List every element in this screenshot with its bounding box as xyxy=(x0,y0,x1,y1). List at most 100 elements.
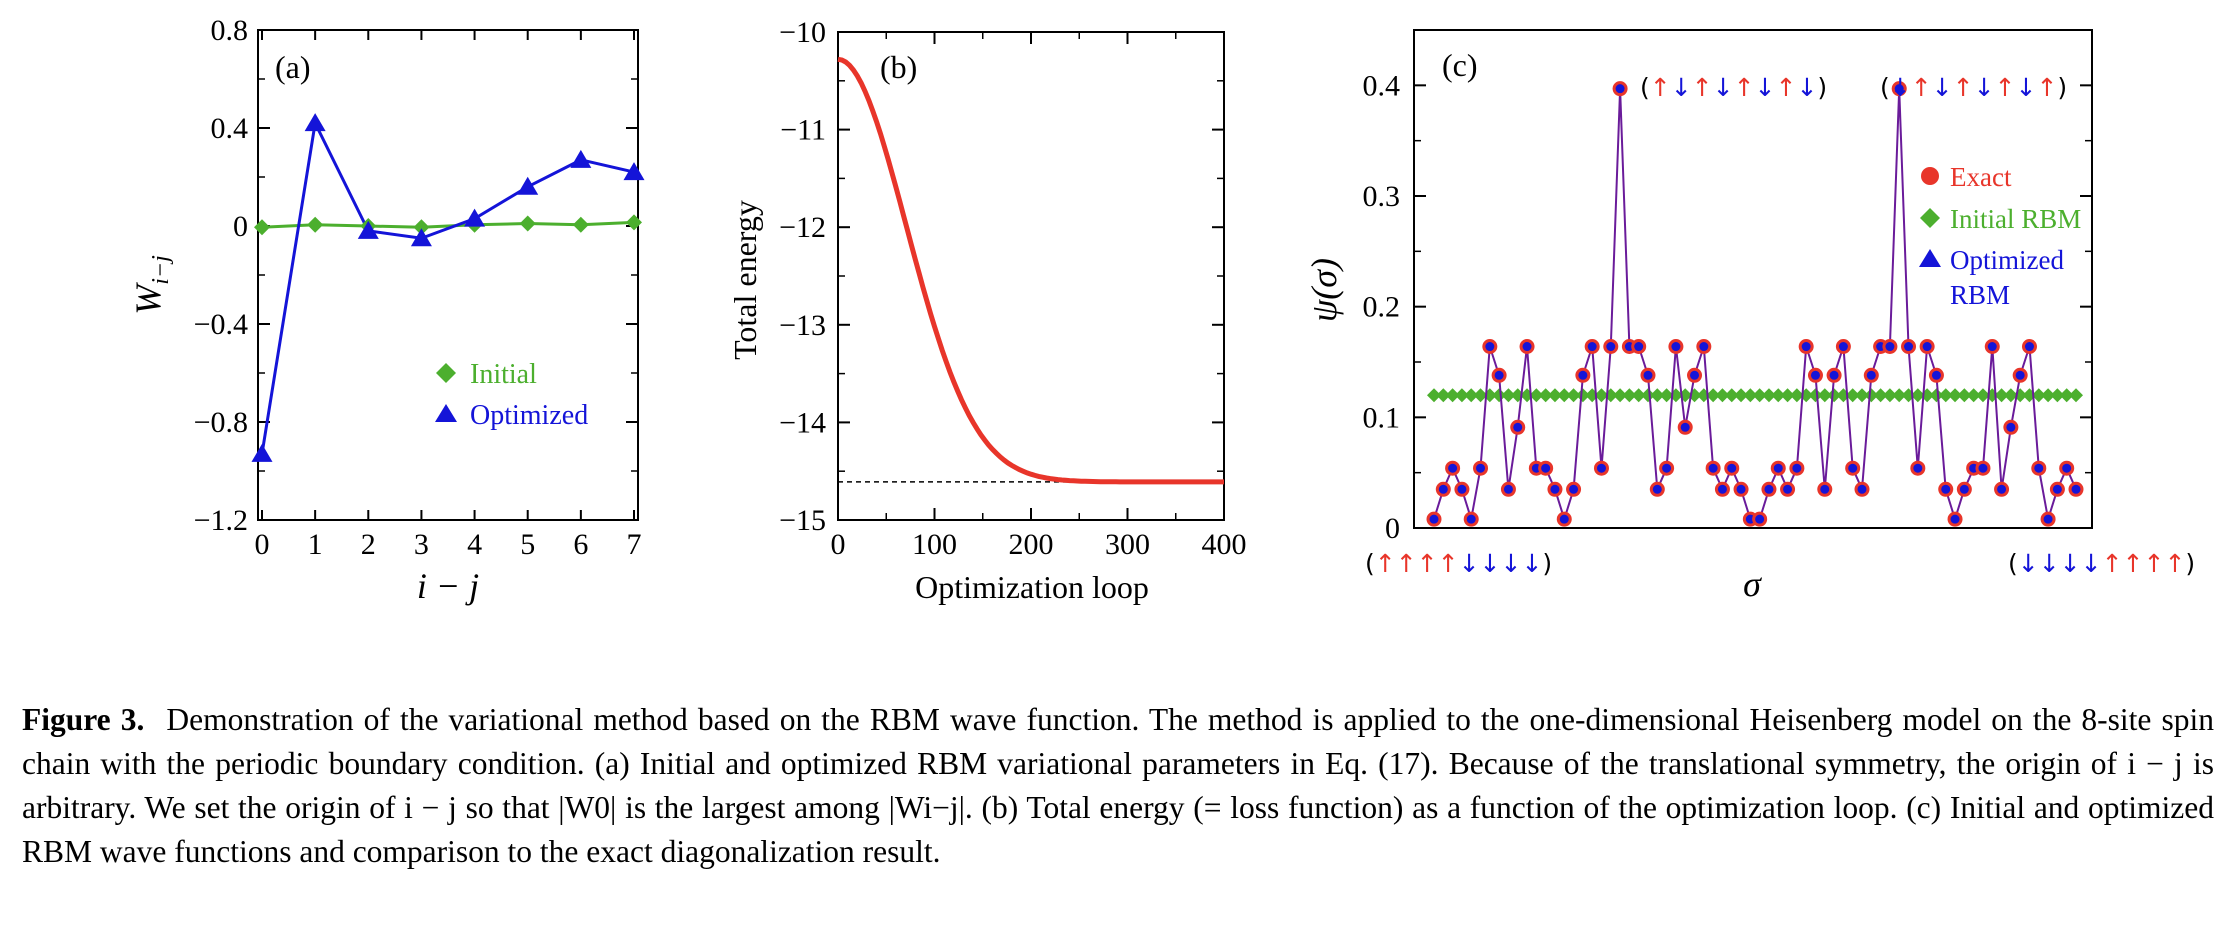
x-tick-label: 200 xyxy=(1009,528,1054,561)
caption-paragraph: Figure 3. Demonstration of the variationa… xyxy=(22,698,2214,874)
optimized-rbm-point xyxy=(1717,484,1727,494)
optimized-rbm-point xyxy=(1866,370,1876,380)
initial-rbm-point xyxy=(1594,388,1609,403)
annotation-paren-open: ( xyxy=(2008,549,2018,578)
initial-rbm-point xyxy=(1613,388,1628,403)
spin-down-icon: ↓ xyxy=(1500,549,1521,578)
optimized-rbm-point xyxy=(1959,484,1969,494)
initial-rbm-point xyxy=(1706,388,1721,403)
initial-point xyxy=(626,214,642,231)
optimized-rbm-point xyxy=(1894,84,1904,94)
panel-a-tick-labels: 0 1 2 3 4 5 6 7 0.8 0.4 0 −0.4 −0.8 −1.2 xyxy=(194,14,642,561)
optimized-point xyxy=(517,176,539,195)
initial-rbm-point xyxy=(1734,388,1749,403)
initial-rbm-point xyxy=(1659,388,1674,403)
panel-a-xlabel: i − j xyxy=(417,566,479,606)
initial-rbm-point xyxy=(1948,388,1963,403)
panel-a-series xyxy=(251,113,645,462)
panel-a-chart: 0 1 2 3 4 5 6 7 0.8 0.4 0 −0.4 −0.8 −1.2 (a) i − j Wi… xyxy=(128,14,645,606)
annotation-spins-1: ↑↓↑↓↑↓↑↓ xyxy=(1650,73,1818,102)
optimized-rbm-point xyxy=(1466,514,1476,524)
initial-point xyxy=(572,216,589,233)
initial-rbm-point xyxy=(1445,388,1460,403)
initial-rbm-point xyxy=(2050,388,2065,403)
optimized-rbm-point xyxy=(1513,422,1523,432)
panel-a-label: (a) xyxy=(275,49,311,85)
spin-down-icon: ↓ xyxy=(1796,73,1817,102)
legend-initial-marker xyxy=(436,363,456,383)
optimized-rbm-point xyxy=(1615,84,1625,94)
spin-up-icon: ↑ xyxy=(1911,73,1932,102)
initial-rbm-point xyxy=(1817,388,1832,403)
optimized-rbm-point xyxy=(1485,342,1495,352)
legend-optimized-rbm-label: Optimized xyxy=(1950,245,2064,275)
spin-up-icon: ↑ xyxy=(1417,549,1438,578)
y-tick-label: −11 xyxy=(780,114,826,147)
initial-rbm-point xyxy=(1436,388,1451,403)
spin-up-icon: ↑ xyxy=(2123,549,2144,578)
y-tick-label: −14 xyxy=(779,406,826,439)
optimized-rbm-point xyxy=(1755,514,1765,524)
legend-exact-marker xyxy=(1921,167,1939,185)
annotation-spins-right: ↓↓↓↓↑↑↑↑ xyxy=(2018,549,2186,578)
y-tick-label: 0.3 xyxy=(1363,180,1401,213)
initial-rbm-point xyxy=(1464,388,1479,403)
initial-rbm-point xyxy=(1771,388,1786,403)
optimized-rbm-point xyxy=(1438,484,1448,494)
spin-down-icon: ↓ xyxy=(2018,549,2039,578)
legend-optimized-label: Optimized xyxy=(470,400,588,431)
spin-down-icon: ↓ xyxy=(1459,549,1480,578)
initial-rbm-point xyxy=(1975,388,1990,403)
annotation-paren-open: ( xyxy=(1640,73,1650,102)
spin-down-icon: ↓ xyxy=(1671,73,1692,102)
annotation-peak-2: (↓↑↓↑↓↑↓↑) xyxy=(1880,73,2067,102)
panel-b-frame xyxy=(837,31,1225,521)
panel-c-legend: Exact Initial RBM Optimized RBM xyxy=(1919,162,2081,310)
initial-rbm-point xyxy=(1780,388,1795,403)
panel-b-chart: 0 100 200 300 400 −10 −11 −12 −13 −14 −15 (b) Opti… xyxy=(727,16,1247,605)
panel-a-frame xyxy=(257,29,639,521)
x-tick-label: 100 xyxy=(912,528,957,561)
initial-rbm-point xyxy=(1752,388,1767,403)
initial-rbm-point xyxy=(2059,388,2074,403)
initial-rbm-point xyxy=(1473,388,1488,403)
optimized-rbm-point xyxy=(1801,342,1811,352)
y-tick-label: 0.2 xyxy=(1363,291,1401,324)
optimized-rbm-point xyxy=(1736,484,1746,494)
initial-rbm-point xyxy=(1575,388,1590,403)
spin-up-icon: ↑ xyxy=(2102,549,2123,578)
optimized-rbm-point xyxy=(1690,370,1700,380)
optimized-rbm-point xyxy=(1569,484,1579,494)
optimized-rbm-point xyxy=(1643,370,1653,380)
panel-b-ylabel: Total energy xyxy=(727,200,763,360)
panel-b-label: (b) xyxy=(880,49,917,85)
y-tick-label: 0.1 xyxy=(1363,401,1401,434)
initial-rbm-point xyxy=(1864,388,1879,403)
optimized-rbm-point xyxy=(1848,463,1858,473)
spin-up-icon: ↑ xyxy=(1650,73,1671,102)
optimized-rbm-point xyxy=(1885,342,1895,352)
initial-rbm-point xyxy=(1492,388,1507,403)
initial-line xyxy=(261,220,635,229)
optimized-rbm-point xyxy=(2052,484,2062,494)
optimized-rbm-point xyxy=(1578,370,1588,380)
optimized-rbm-point xyxy=(1476,463,1486,473)
panel-a-legend: Initial Optimized xyxy=(435,359,588,431)
spin-down-icon: ↓ xyxy=(2039,549,2060,578)
figure-caption: Figure 3. Demonstration of the variationa… xyxy=(22,698,2214,874)
initial-rbm-point xyxy=(1427,388,1441,403)
optimized-rbm-point xyxy=(2062,463,2072,473)
spin-down-icon: ↓ xyxy=(1932,73,1953,102)
caption-text: Demonstration of the variational method … xyxy=(22,702,2215,869)
optimized-point xyxy=(304,113,326,132)
panel-c-initial-series xyxy=(1427,388,2083,403)
annotation-paren-close: ) xyxy=(2185,549,2195,578)
spin-down-icon: ↓ xyxy=(1755,73,1776,102)
x-tick-label: 300 xyxy=(1105,528,1150,561)
x-tick-label: 400 xyxy=(1202,528,1247,561)
initial-rbm-point xyxy=(1743,388,1758,403)
initial-point xyxy=(254,219,270,236)
annotation-paren-close: ) xyxy=(2057,73,2067,102)
annotation-paren-close: ) xyxy=(1817,73,1827,102)
spin-down-icon: ↓ xyxy=(2081,549,2102,578)
